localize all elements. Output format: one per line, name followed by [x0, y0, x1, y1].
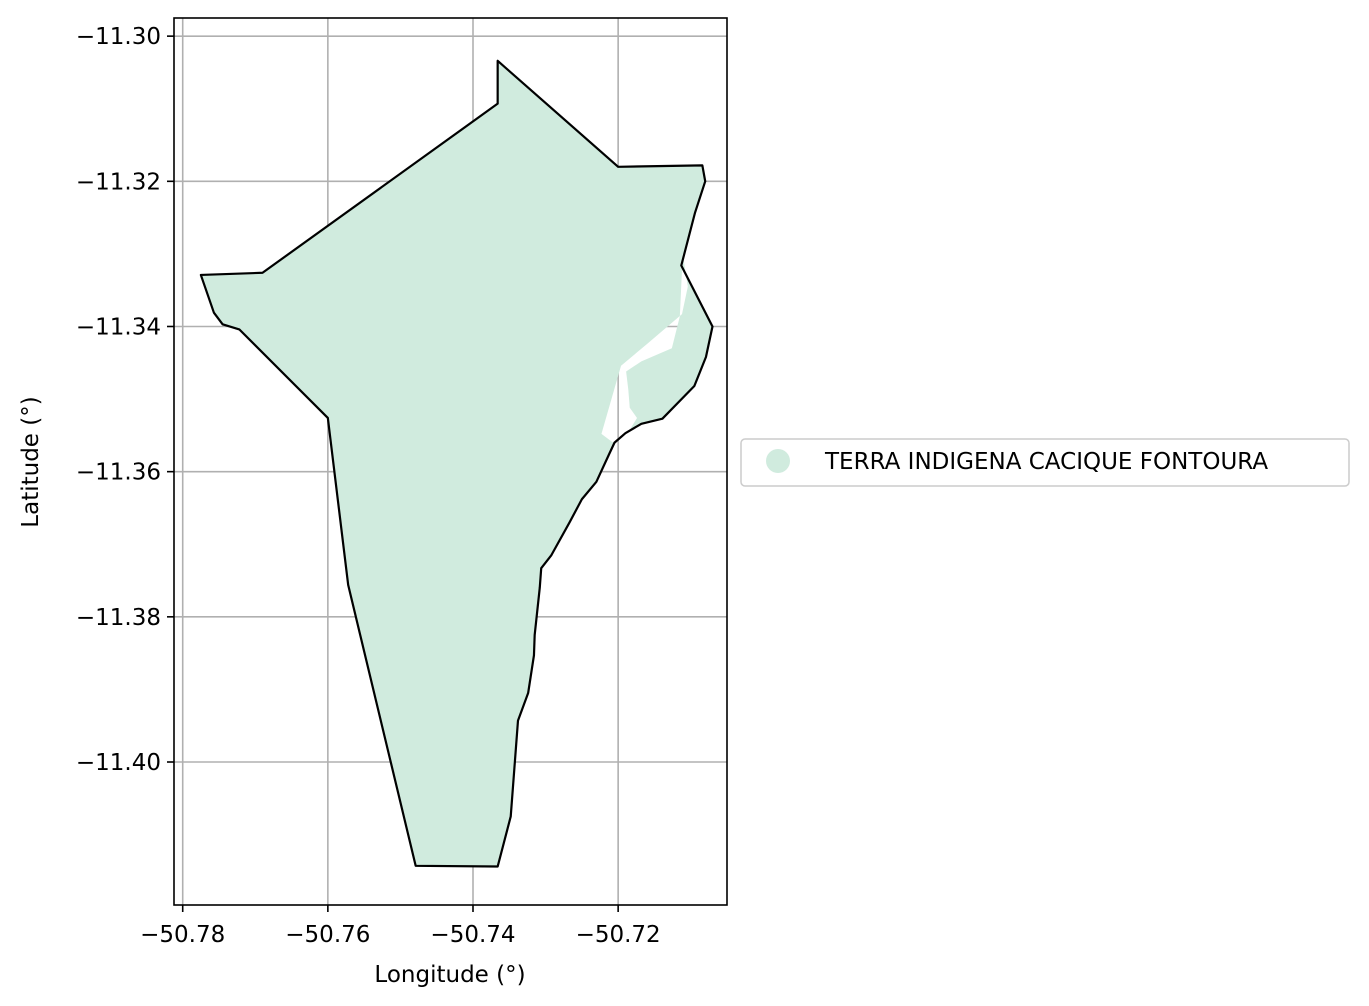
- y-axis-ticks: −11.30 −11.32 −11.34 −11.36 −11.38 −11.40: [76, 24, 174, 776]
- x-tick-label-3: −50.72: [576, 922, 661, 948]
- plot-area: [173, 17, 728, 906]
- x-axis-label: Longitude (°): [374, 962, 525, 988]
- legend-item-label: TERRA INDIGENA CACIQUE FONTOURA: [824, 449, 1268, 475]
- y-tick-label-4: −11.38: [76, 605, 161, 631]
- y-tick-label-0: −11.30: [76, 24, 161, 50]
- territory-polygon-outline-0: [199, 59, 714, 868]
- x-tick-label-0: −50.78: [140, 922, 225, 948]
- legend-box: [740, 438, 1350, 487]
- y-tick-label-2: −11.34: [76, 314, 161, 340]
- x-tick-label-1: −50.76: [285, 922, 370, 948]
- legend-marker: [766, 449, 790, 473]
- territory-polygon-fill-0: [200, 60, 713, 867]
- plot-frame: [173, 17, 728, 906]
- y-tick-label-3: −11.36: [76, 460, 161, 486]
- polygon-layer: [199, 59, 714, 868]
- x-axis-ticks: −50.78 −50.76 −50.74 −50.72: [140, 905, 661, 948]
- y-tick-label-1: −11.32: [76, 169, 161, 195]
- legend: TERRA INDIGENA CACIQUE FONTOURA: [740, 438, 1350, 487]
- y-tick-label-5: −11.40: [76, 750, 161, 776]
- x-tick-label-2: −50.74: [430, 922, 515, 948]
- y-axis-label: Latitude (°): [18, 396, 44, 527]
